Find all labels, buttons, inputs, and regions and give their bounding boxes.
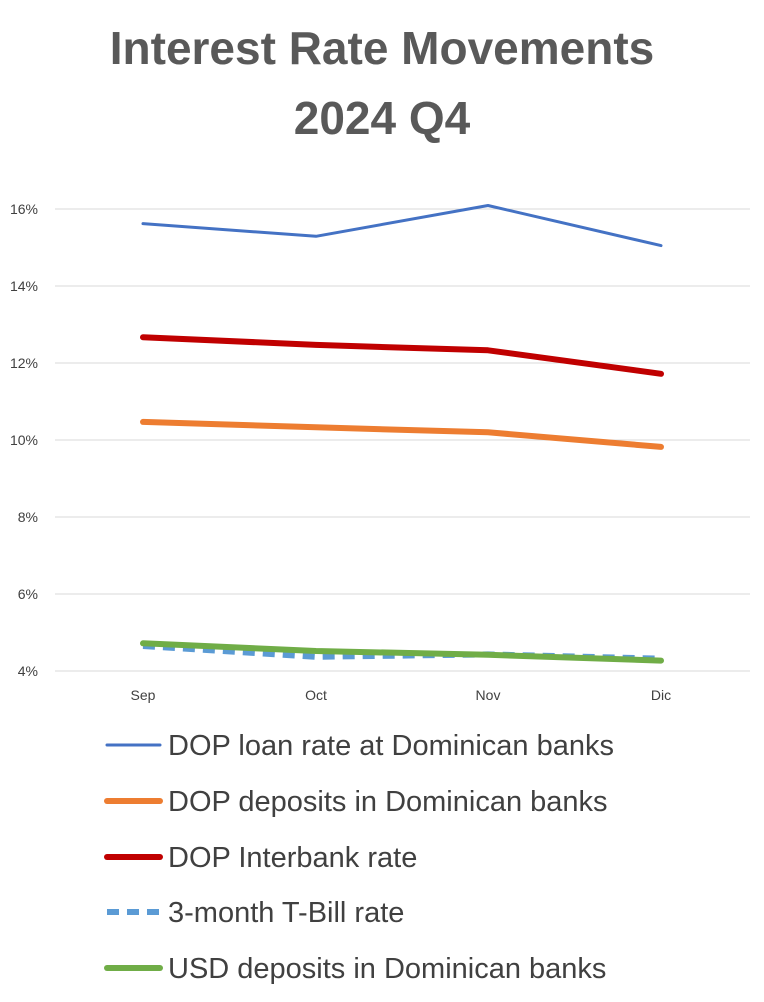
legend-label: DOP deposits in Dominican banks xyxy=(168,786,608,818)
chart-title-line-1: Interest Rate Movements xyxy=(110,22,655,74)
x-tick-label: Nov xyxy=(476,687,501,703)
x-axis-ticks: Sep Oct Nov Dic xyxy=(131,687,672,703)
y-tick-label: 14% xyxy=(10,278,38,294)
series-lines xyxy=(140,204,664,664)
y-tick-label: 6% xyxy=(18,586,38,602)
x-tick-label: Oct xyxy=(305,687,327,703)
legend-label: USD deposits in Dominican banks xyxy=(168,953,606,985)
legend-label: DOP loan rate at Dominican banks xyxy=(168,730,614,762)
x-tick-label: Sep xyxy=(131,687,156,703)
series-line xyxy=(140,418,664,450)
y-tick-label: 12% xyxy=(10,355,38,371)
series-line xyxy=(140,640,664,664)
series-line xyxy=(140,334,664,377)
series-line xyxy=(141,204,663,248)
y-tick-label: 16% xyxy=(10,201,38,217)
x-tick-label: Dic xyxy=(651,687,671,703)
y-tick-label: 4% xyxy=(18,663,38,679)
y-tick-label: 10% xyxy=(10,432,38,448)
legend-label: DOP Interbank rate xyxy=(168,842,417,874)
legend-label: 3-month T-Bill rate xyxy=(168,897,404,929)
y-axis-ticks: 4% 6% 8% 10% 12% 14% 16% xyxy=(10,201,38,679)
legend: DOP loan rate at Dominican banks DOP depo… xyxy=(104,730,614,985)
gridlines xyxy=(55,208,750,672)
chart-title-line-2: 2024 Q4 xyxy=(294,92,471,144)
y-tick-label: 8% xyxy=(18,509,38,525)
